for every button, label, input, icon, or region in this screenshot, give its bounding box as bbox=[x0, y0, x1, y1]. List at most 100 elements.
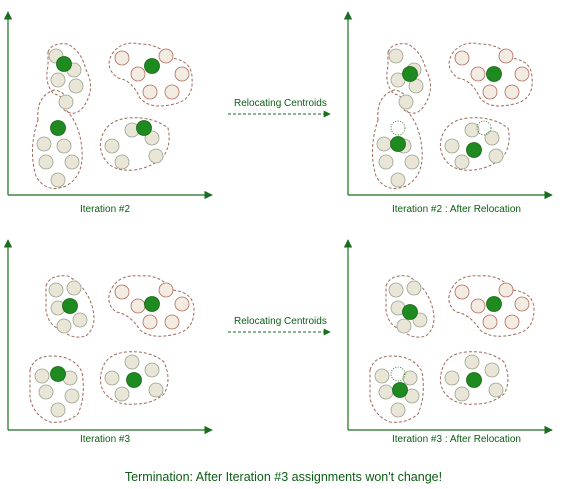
centroid bbox=[403, 67, 418, 82]
data-point bbox=[149, 149, 163, 163]
data-point-red bbox=[499, 283, 513, 297]
data-point-red bbox=[515, 297, 529, 311]
data-point bbox=[489, 383, 503, 397]
data-point bbox=[407, 281, 421, 295]
panel-iteration-2 bbox=[8, 12, 212, 195]
centroid bbox=[57, 57, 72, 72]
previous-centroid bbox=[391, 367, 405, 381]
panel-caption: Iteration #2 : After Relocation bbox=[392, 204, 521, 215]
data-point-red bbox=[159, 49, 173, 63]
data-point bbox=[73, 313, 87, 327]
data-point-red bbox=[143, 315, 157, 329]
arrow-label: Relocating Centroids bbox=[234, 316, 327, 327]
data-point-red bbox=[483, 315, 497, 329]
data-point bbox=[57, 139, 71, 153]
data-point bbox=[405, 155, 419, 169]
data-point bbox=[389, 283, 403, 297]
data-point bbox=[69, 79, 83, 93]
data-point bbox=[115, 155, 129, 169]
data-point-red bbox=[455, 285, 469, 299]
data-point-red bbox=[159, 283, 173, 297]
data-point bbox=[465, 123, 479, 137]
panel-iteration-3-after bbox=[348, 240, 552, 430]
panel-caption: Iteration #2 bbox=[80, 204, 130, 215]
data-point bbox=[399, 95, 413, 109]
termination-note: Termination: After Iteration #3 assignme… bbox=[0, 470, 567, 484]
previous-centroid bbox=[391, 121, 405, 135]
data-point bbox=[51, 403, 65, 417]
arrow-label: Relocating Centroids bbox=[234, 98, 327, 109]
data-point bbox=[389, 49, 403, 63]
data-point bbox=[485, 131, 499, 145]
data-point-red bbox=[131, 299, 145, 313]
data-point bbox=[445, 371, 459, 385]
data-point-red bbox=[471, 67, 485, 81]
centroid bbox=[467, 143, 482, 158]
panel-caption: Iteration #3 : After Relocation bbox=[392, 434, 521, 445]
data-point bbox=[37, 137, 51, 151]
data-point bbox=[377, 137, 391, 151]
data-point bbox=[67, 281, 81, 295]
centroid bbox=[487, 297, 502, 312]
centroid bbox=[137, 121, 152, 136]
data-point bbox=[105, 139, 119, 153]
data-point bbox=[379, 385, 393, 399]
data-point bbox=[391, 173, 405, 187]
data-point bbox=[455, 387, 469, 401]
data-point-red bbox=[175, 67, 189, 81]
data-point bbox=[105, 371, 119, 385]
centroid bbox=[63, 299, 78, 314]
data-point-red bbox=[143, 85, 157, 99]
data-point-red bbox=[505, 85, 519, 99]
data-point bbox=[51, 173, 65, 187]
data-point bbox=[145, 363, 159, 377]
data-point bbox=[465, 355, 479, 369]
data-point bbox=[445, 139, 459, 153]
data-point bbox=[49, 283, 63, 297]
data-point bbox=[391, 403, 405, 417]
panel-iteration-3 bbox=[8, 240, 212, 430]
data-point-red bbox=[165, 315, 179, 329]
data-point-red bbox=[175, 297, 189, 311]
data-point-red bbox=[471, 299, 485, 313]
data-point bbox=[375, 369, 389, 383]
centroid bbox=[467, 373, 482, 388]
data-point bbox=[485, 363, 499, 377]
centroid bbox=[145, 59, 160, 74]
data-point bbox=[39, 155, 53, 169]
centroid bbox=[393, 383, 408, 398]
centroid bbox=[403, 305, 418, 320]
data-point-red bbox=[115, 51, 129, 65]
data-point-red bbox=[115, 285, 129, 299]
centroid bbox=[51, 121, 66, 136]
centroid bbox=[487, 67, 502, 82]
data-point bbox=[59, 95, 73, 109]
panel-caption: Iteration #3 bbox=[80, 434, 130, 445]
data-point bbox=[65, 389, 79, 403]
data-point bbox=[51, 73, 65, 87]
centroid bbox=[391, 137, 406, 152]
data-point bbox=[57, 319, 71, 333]
data-point-red bbox=[499, 49, 513, 63]
data-point-red bbox=[483, 85, 497, 99]
data-point bbox=[35, 369, 49, 383]
data-point bbox=[379, 155, 393, 169]
data-point bbox=[115, 387, 129, 401]
data-point bbox=[455, 155, 469, 169]
data-point bbox=[125, 355, 139, 369]
data-point-red bbox=[515, 67, 529, 81]
data-point-red bbox=[505, 315, 519, 329]
panel-iteration-2-after bbox=[348, 12, 552, 195]
data-point-red bbox=[455, 51, 469, 65]
data-point bbox=[39, 385, 53, 399]
centroid bbox=[51, 367, 66, 382]
data-point-red bbox=[165, 85, 179, 99]
data-point bbox=[149, 383, 163, 397]
data-point-red bbox=[131, 67, 145, 81]
data-point bbox=[489, 149, 503, 163]
data-point bbox=[65, 155, 79, 169]
centroid bbox=[127, 373, 142, 388]
data-point bbox=[397, 319, 411, 333]
centroid bbox=[145, 297, 160, 312]
